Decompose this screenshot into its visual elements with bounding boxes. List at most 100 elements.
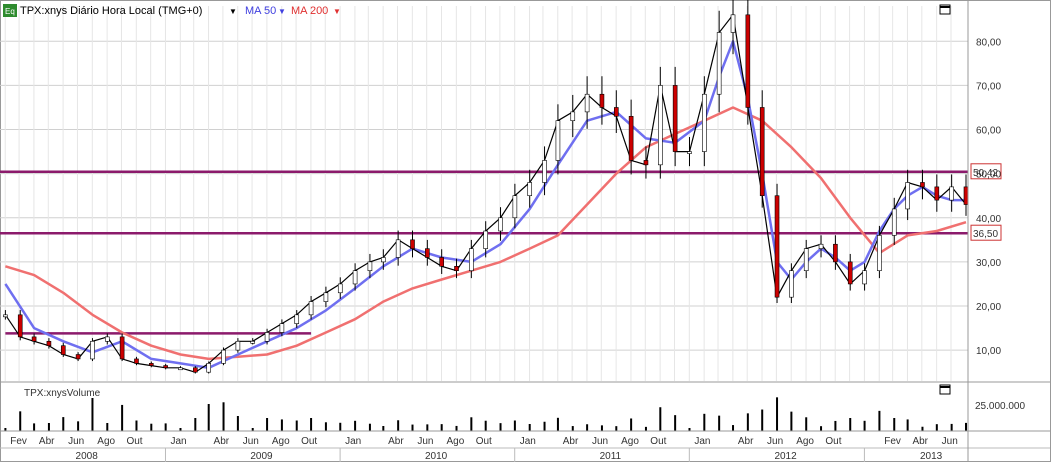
- price-candle-body: [90, 340, 95, 360]
- price-candle-body: [847, 261, 853, 285]
- price-candle-body: [439, 257, 444, 267]
- x-year-label: 2009: [250, 451, 273, 462]
- volume-bar: [893, 418, 896, 431]
- volume-bar: [207, 404, 210, 431]
- price-candle-body: [891, 208, 897, 236]
- price-candle-body: [498, 217, 503, 232]
- price-candle-body: [542, 160, 547, 183]
- price-candle-body: [555, 120, 561, 161]
- price-candle-body: [949, 186, 954, 201]
- volume-bar: [164, 423, 167, 431]
- volume-bar: [470, 417, 473, 431]
- volume-bar: [4, 428, 7, 431]
- price-candle-body: [716, 32, 722, 95]
- x-year-label: 2013: [920, 451, 943, 462]
- price-candle-body: [337, 283, 343, 294]
- price-candle-body: [905, 182, 910, 210]
- volume-bar: [732, 425, 735, 431]
- volume-bar: [935, 424, 938, 431]
- volume-bars: [4, 397, 967, 431]
- price-candle-body: [658, 85, 663, 166]
- volume-tick-label: 25.000.000: [975, 401, 1025, 412]
- level-label-box: [970, 224, 1002, 241]
- price-candle-body: [294, 314, 300, 324]
- y-tick-label: 40,00: [976, 214, 1001, 225]
- ma50-dropdown-icon[interactable]: ▼: [278, 7, 286, 16]
- price-candle-body: [235, 340, 241, 351]
- volume-bar: [455, 425, 458, 431]
- x-year-label: 2012: [774, 451, 797, 462]
- x-year-label: 2011: [600, 451, 622, 462]
- volume-bar: [62, 417, 65, 431]
- volume-bar: [440, 424, 443, 431]
- price-candle-body: [352, 270, 358, 285]
- price-candle-body: [512, 195, 518, 219]
- volume-bar: [688, 428, 691, 431]
- price-candle-body: [469, 248, 474, 272]
- eq-badge-label: Eq: [5, 7, 15, 16]
- x-month-label: Jun: [417, 436, 433, 447]
- price-candle-body: [833, 243, 838, 263]
- volume-bar: [950, 423, 953, 431]
- price-candle-body: [643, 160, 649, 166]
- volume-bar: [790, 411, 793, 431]
- volume-bar: [426, 424, 429, 431]
- volume-bar: [644, 426, 647, 431]
- price-candle-body: [687, 151, 692, 154]
- volume-bar: [761, 409, 764, 431]
- x-month-label: Jan: [520, 436, 536, 447]
- price-candle-body: [672, 85, 678, 152]
- ma50-legend[interactable]: MA 50: [245, 5, 276, 17]
- level-label: 36,50: [973, 229, 998, 240]
- volume-bar: [19, 411, 22, 431]
- price-candle-body: [628, 115, 634, 161]
- volume-bar: [659, 407, 662, 431]
- price-candle-body: [934, 186, 940, 201]
- volume-bar: [135, 420, 138, 431]
- price-candle-body: [193, 367, 198, 373]
- eq-badge[interactable]: [3, 4, 17, 17]
- ma200-line: [5, 106, 967, 361]
- x-month-label: Jun: [68, 436, 84, 447]
- volume-bar: [674, 415, 677, 431]
- ma200-dropdown-icon[interactable]: ▼: [333, 7, 341, 16]
- level-label: 50,42: [973, 168, 998, 179]
- volume-bar: [615, 426, 618, 431]
- price-candle-body: [483, 230, 488, 249]
- price-candle-body: [381, 257, 386, 263]
- ma200-series: [5, 106, 967, 361]
- x-month-label: Jan: [170, 436, 186, 447]
- price-candle-body: [584, 93, 590, 113]
- volume-bar: [310, 418, 313, 431]
- symbol-dropdown-icon[interactable]: ▼: [229, 7, 237, 16]
- x-month-label: Jun: [767, 436, 783, 447]
- ma200-legend[interactable]: MA 200: [291, 5, 328, 17]
- price-candle-body: [963, 186, 969, 205]
- volume-bar: [121, 404, 124, 431]
- volume-bar: [280, 419, 283, 431]
- price-candle-body: [613, 107, 619, 117]
- price-candle-body: [454, 265, 459, 272]
- x-month-label: Out: [650, 436, 666, 447]
- y-tick-label: 60,00: [976, 126, 1001, 137]
- price-candle-body: [163, 365, 168, 369]
- y-tick-label: 10,00: [976, 346, 1001, 357]
- price-candle-body: [60, 345, 66, 355]
- volume-bar: [411, 424, 414, 431]
- volume-maximize-icon[interactable]: [939, 384, 951, 395]
- maximize-icon[interactable]: [939, 4, 951, 15]
- symbol-label[interactable]: TPX:xnys Diário Hora Local (TMG+0): [20, 5, 202, 17]
- x-month-label: Ago: [447, 436, 465, 447]
- x-month-label: Fev: [10, 436, 27, 447]
- volume-bar: [77, 421, 80, 431]
- volume-bar: [106, 423, 109, 431]
- volume-bar: [703, 413, 706, 431]
- x-month-label: Out: [825, 436, 841, 447]
- volume-bar: [849, 418, 852, 431]
- price-candle-body: [745, 14, 751, 108]
- price-candle-body: [75, 354, 81, 360]
- volume-bar: [805, 417, 808, 431]
